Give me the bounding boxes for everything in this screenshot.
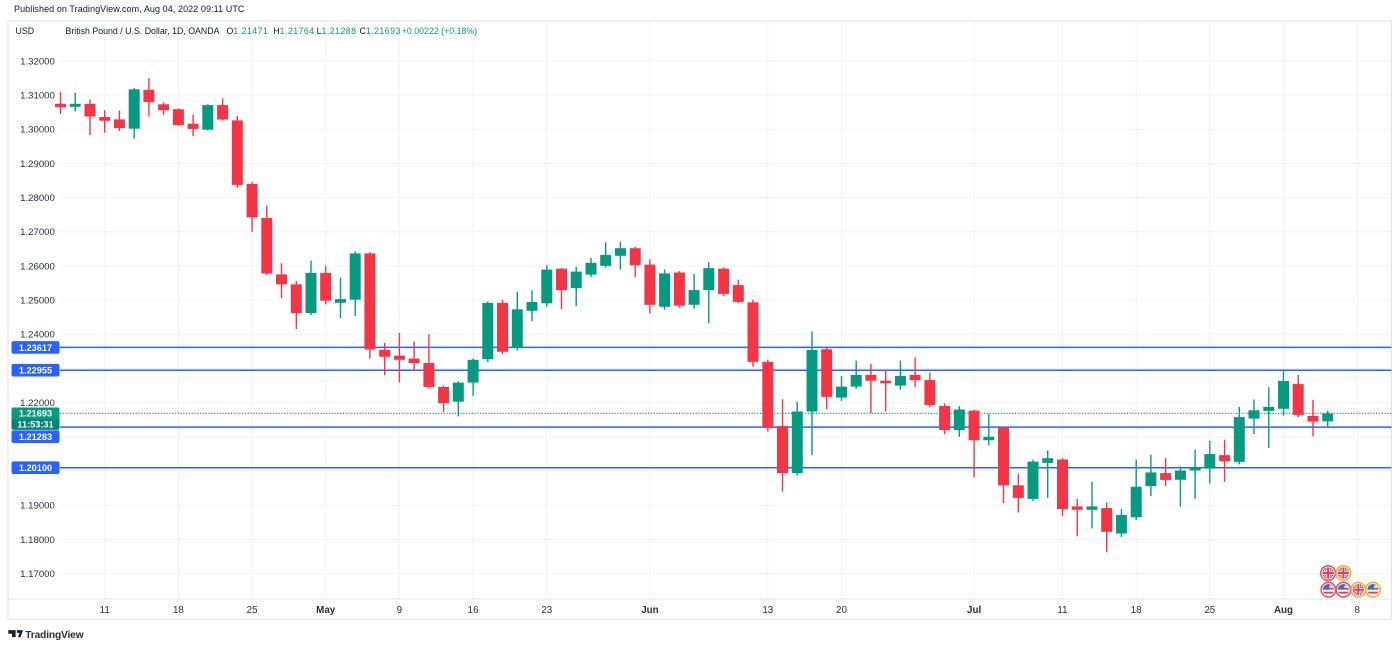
svg-text:13: 13 (762, 605, 773, 616)
svg-text:1.32000: 1.32000 (20, 56, 55, 67)
svg-text:Jul: Jul (967, 605, 981, 616)
svg-text:1.23617: 1.23617 (19, 343, 52, 353)
svg-text:1.18000: 1.18000 (20, 535, 55, 546)
svg-text:1.30000: 1.30000 (20, 125, 55, 136)
svg-text:1.25000: 1.25000 (20, 296, 55, 307)
svg-text:1.29000: 1.29000 (20, 159, 55, 170)
svg-text:Jun: Jun (641, 605, 658, 616)
svg-text:25: 25 (247, 605, 258, 616)
svg-text:11: 11 (1057, 605, 1067, 616)
svg-text:18: 18 (173, 605, 184, 616)
svg-text:1.26000: 1.26000 (20, 261, 55, 272)
svg-text:TradingView: TradingView (25, 630, 83, 641)
svg-text:25: 25 (1204, 605, 1215, 616)
svg-text:1.31000: 1.31000 (20, 90, 55, 101)
svg-text:1.17000: 1.17000 (20, 569, 55, 580)
svg-text:11: 11 (100, 605, 110, 616)
svg-text:May: May (316, 605, 336, 616)
svg-text:1.21283: 1.21283 (19, 432, 52, 442)
svg-text:1.27000: 1.27000 (20, 227, 55, 238)
svg-text:1.22955: 1.22955 (19, 366, 52, 376)
svg-text:Aug: Aug (1274, 605, 1293, 616)
svg-text:8: 8 (1354, 605, 1360, 616)
svg-text:16: 16 (468, 605, 479, 616)
svg-text:1.21693: 1.21693 (19, 409, 52, 419)
svg-text:20: 20 (836, 605, 847, 616)
svg-text:USD: USD (16, 26, 35, 36)
svg-text:British Pound / U.S. Dollar, 1: British Pound / U.S. Dollar, 1D, OANDA O1… (66, 26, 478, 36)
svg-text:1.28000: 1.28000 (20, 193, 55, 204)
svg-text:1.24000: 1.24000 (20, 330, 55, 341)
svg-text:1.19000: 1.19000 (20, 501, 55, 512)
svg-text:1.20100: 1.20100 (19, 463, 52, 473)
svg-text:1.22000: 1.22000 (20, 398, 55, 409)
svg-text:9: 9 (397, 605, 402, 616)
svg-text:23: 23 (541, 605, 552, 616)
svg-text:18: 18 (1131, 605, 1142, 616)
svg-text:11:53:31: 11:53:31 (17, 420, 53, 430)
